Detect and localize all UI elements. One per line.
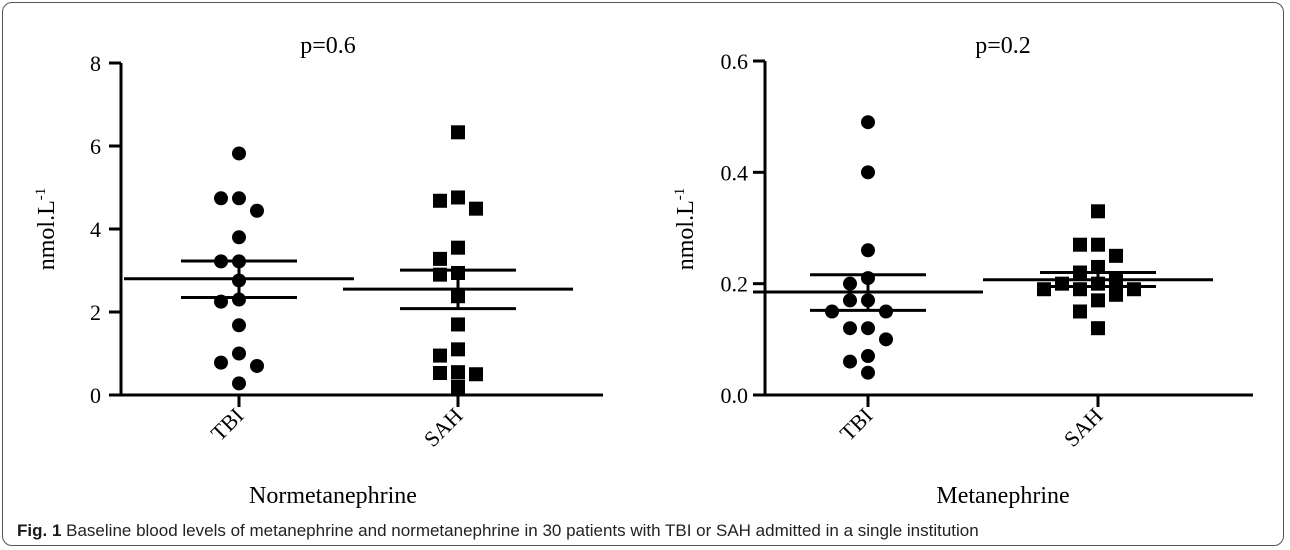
x-axis-title: Normetanephrine [249,483,417,509]
sah-data-point [1073,237,1087,252]
tbi-data-point [232,230,246,245]
figure-caption: Fig. 1 Baseline blood levels of metaneph… [17,521,1277,541]
sah-data-point [1091,237,1105,252]
y-axis-title: nmol.L-1 [33,188,60,271]
tbi-data-point [861,321,875,336]
y-tick-label: 0.6 [721,49,749,74]
y-axis-title: nmol.L-1 [672,188,699,271]
x-tick-label: SAH [419,403,468,452]
tbi-data-point [843,321,857,336]
x-tick-label: TBI [206,403,249,446]
tbi-data-point [232,191,246,206]
sah-data-point [1091,259,1105,274]
tbi-data-point [843,293,857,308]
caption-text: Baseline blood levels of metanephrine an… [66,521,979,540]
y-tick-label: 0.2 [721,272,749,297]
sah-data-point [451,125,465,140]
tbi-data-point [861,243,875,258]
tbi-data-point [843,276,857,291]
sah-data-point [451,317,465,332]
caption-label: Fig. 1 [17,521,62,540]
y-tick-label: 6 [90,134,101,159]
sah-data-point [1073,304,1087,319]
sah-data-point [1037,282,1051,297]
y-tick-label: 0.4 [721,160,749,185]
tbi-data-point [861,115,875,130]
sah-data-point [1091,293,1105,308]
tbi-data-point [232,346,246,361]
x-tick-label: TBI [835,403,878,446]
tbi-data-point [214,355,228,370]
tbi-data-point [232,146,246,161]
y-tick-label: 4 [90,217,101,242]
tbi-data-point [232,376,246,391]
panel-title: p=0.2 [975,33,1031,59]
tbi-data-point [861,365,875,380]
y-tick-label: 0.0 [721,383,749,408]
sah-data-point [451,240,465,255]
sah-data-point [1091,321,1105,336]
tbi-data-point [879,332,893,347]
tbi-data-point [861,349,875,364]
sah-data-point [433,251,447,266]
tbi-data-point [861,165,875,180]
sah-data-point [469,367,483,382]
sah-data-point [451,190,465,205]
sah-data-point [451,379,465,394]
metanephrine-panel: p=0.2 nmol.L-1 Metanephrine 0.0 0.2 0.4 0.6… [672,33,1253,509]
figure-plots: p=0.6 nmol.L-1 Normetanephrine 0 2 4 6 8 TBI S… [33,33,1253,509]
sah-data-point [1109,271,1123,286]
sah-data-point [1127,282,1141,297]
panel-title: p=0.6 [300,33,356,59]
y-tick-label: 8 [90,51,101,76]
sah-data-point [1109,248,1123,263]
sah-data-point [433,366,447,381]
tbi-data-point [250,358,264,373]
y-tick-label: 2 [90,300,101,325]
tbi-data-point [232,318,246,333]
sah-data-point [451,365,465,380]
normetanephrine-panel: p=0.6 nmol.L-1 Normetanephrine 0 2 4 6 8 TBI S… [33,33,603,509]
sah-data-point [433,193,447,208]
x-axis-title: Metanephrine [936,483,1069,509]
sah-data-point [1091,204,1105,219]
tbi-data-point [843,354,857,369]
tbi-data-point [214,191,228,206]
sah-data-point [433,348,447,363]
x-tick-label: SAH [1059,403,1108,452]
sah-data-point [469,201,483,216]
tbi-data-point [250,203,264,218]
sah-data-point [451,342,465,357]
sah-data-point [1109,287,1123,302]
sah-data-point [1073,282,1087,297]
y-tick-label: 0 [90,383,101,408]
